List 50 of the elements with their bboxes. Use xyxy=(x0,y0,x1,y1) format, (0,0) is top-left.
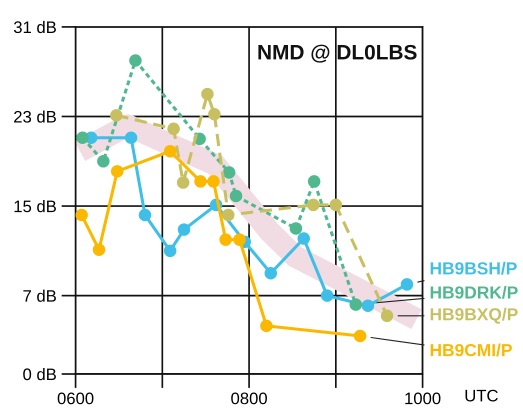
point xyxy=(308,175,320,188)
point xyxy=(233,233,246,246)
point xyxy=(76,208,88,222)
point xyxy=(230,190,242,202)
point xyxy=(164,244,176,258)
point xyxy=(330,198,342,212)
point xyxy=(320,289,334,302)
point xyxy=(76,132,89,144)
text: HB9DRK/P xyxy=(430,286,518,299)
y-tick-label: 23 dB xyxy=(14,110,56,123)
x-tick-label: 1000 xyxy=(405,392,440,404)
point xyxy=(110,109,123,122)
x-tick-label: 0600 xyxy=(58,392,94,404)
series-label: HB9BSH/P xyxy=(430,262,517,275)
point xyxy=(97,155,110,168)
point xyxy=(167,122,180,136)
point xyxy=(307,198,320,212)
y-tick-label: 31 dB xyxy=(14,20,56,34)
point xyxy=(260,320,273,332)
point xyxy=(362,299,374,312)
point xyxy=(222,208,235,222)
point xyxy=(400,278,414,291)
point xyxy=(178,223,190,236)
point xyxy=(110,165,124,178)
x-tick-label: 0800 xyxy=(231,392,267,404)
point xyxy=(290,222,302,235)
point xyxy=(208,108,221,120)
point xyxy=(264,266,278,280)
text: HB9CMI/P xyxy=(430,344,512,356)
text: NMD @ DL0LBS xyxy=(258,44,417,63)
point xyxy=(194,175,207,188)
point xyxy=(380,310,394,322)
point xyxy=(350,298,362,311)
point xyxy=(222,166,236,179)
point xyxy=(124,132,138,144)
point xyxy=(207,175,220,188)
point xyxy=(176,176,190,189)
y-tick-label: 7 dB xyxy=(23,290,56,302)
x-axis-title: UTC xyxy=(466,390,498,402)
point xyxy=(354,330,366,342)
point xyxy=(219,233,232,246)
y-tick-label: 15 dB xyxy=(14,200,56,212)
point xyxy=(164,144,176,158)
text: HB9BXQ/P xyxy=(430,308,518,324)
y-tick-label: 0 dB xyxy=(23,368,56,380)
point xyxy=(297,232,310,245)
point xyxy=(129,54,142,67)
point xyxy=(138,208,152,222)
point xyxy=(92,243,106,256)
point xyxy=(201,88,214,100)
